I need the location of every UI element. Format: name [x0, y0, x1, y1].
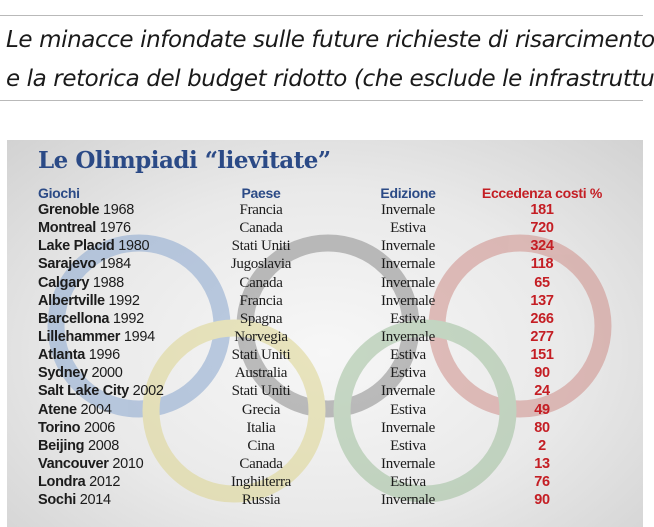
games-cell: Beijing 2008 — [38, 437, 120, 454]
games-cell: Sochi 2014 — [38, 492, 111, 509]
table-row: Londra 2012 Inghilterra Estiva 76 — [7, 474, 643, 492]
excess-cell: 324 — [530, 238, 554, 255]
table-row: Sydney 2000 Australia Estiva 90 — [7, 365, 643, 383]
excess-cell: 151 — [530, 347, 554, 364]
country-cell: Russia — [241, 492, 281, 509]
games-cell: Sydney 2000 — [38, 365, 123, 382]
olympics-table-body: Grenoble 1968 Francia Invernale 181 Montrea… — [7, 202, 643, 510]
excess-cell: 90 — [534, 365, 550, 382]
games-cell: Torino 2006 — [38, 419, 116, 436]
edition-cell: Estiva — [390, 365, 426, 382]
country-cell: Inghilterra — [230, 474, 292, 491]
table-row: Beijing 2008 Cina Estiva 2 — [7, 438, 643, 456]
edition-cell: Invernale — [381, 455, 435, 472]
country-cell: Norvegia — [234, 328, 288, 345]
games-cell: Sarajevo 1984 — [38, 256, 131, 273]
excess-cell: 13 — [534, 455, 550, 472]
country-cell: Australia — [234, 365, 288, 382]
green-ring — [333, 319, 517, 503]
games-cell: Grenoble 1968 — [38, 202, 135, 218]
excess-cell: 80 — [534, 419, 550, 436]
headline-line-1: Le minacce infondate sulle future richie… — [6, 27, 654, 53]
yellow-ring — [142, 319, 326, 503]
country-cell: Italia — [246, 419, 276, 436]
table-row: Barcellona 1992 Spagna Estiva 266 — [7, 311, 643, 329]
country-cell: Stati Uniti — [231, 383, 291, 400]
games-cell: Atene 2004 — [38, 401, 112, 418]
edition-cell: Invernale — [381, 238, 435, 255]
table-row: Torino 2006 Italia Invernale 80 — [7, 420, 643, 438]
table-row: Sochi 2014 Russia Invernale 90 — [7, 492, 643, 510]
excess-cell: 2 — [538, 437, 546, 454]
edition-cell: Estiva — [390, 310, 426, 327]
excess-cell: 90 — [534, 492, 550, 509]
games-cell: Atlanta 1996 — [38, 347, 120, 364]
country-cell: Canada — [239, 220, 283, 237]
top-rule — [0, 15, 643, 16]
table-row: Grenoble 1968 Francia Invernale 181 — [7, 202, 643, 220]
edition-cell: Invernale — [381, 202, 435, 218]
header-excess: Eccedenza costi % — [481, 185, 603, 201]
excess-cell: 181 — [530, 202, 554, 218]
games-cell: Salt Lake City 2002 — [38, 383, 164, 400]
table-row: Calgary 1988 Canada Invernale 65 — [7, 275, 643, 293]
edition-cell: Invernale — [381, 419, 435, 436]
country-cell: Stati Uniti — [231, 347, 291, 364]
country-cell: Spagna — [239, 310, 283, 327]
games-cell: Vancouver 2010 — [38, 455, 144, 472]
country-cell: Canada — [239, 455, 283, 472]
headline-line-2: e la retorica del budget ridotto (che es… — [6, 66, 654, 92]
excess-cell: 118 — [530, 256, 554, 273]
olympic-rings-icon — [47, 234, 612, 503]
excess-cell: 277 — [530, 328, 554, 345]
edition-cell: Estiva — [390, 437, 426, 454]
country-cell: Jugoslavia — [230, 256, 292, 273]
edition-cell: Invernale — [381, 383, 435, 400]
country-cell: Grecia — [241, 401, 281, 418]
table-row: Atlanta 1996 Stati Uniti Estiva 151 — [7, 347, 643, 365]
excess-cell: 720 — [530, 220, 554, 237]
table-row: Vancouver 2010 Canada Invernale 13 — [7, 456, 643, 474]
table-row: Lillehammer 1994 Norvegia Invernale 277 — [7, 329, 643, 347]
edition-cell: Invernale — [381, 256, 435, 273]
country-cell: Cina — [247, 437, 275, 454]
header-games: Giochi — [38, 185, 80, 201]
games-cell: Montreal 1976 — [38, 220, 131, 237]
games-cell: Lillehammer 1994 — [38, 328, 155, 345]
bottom-rule — [0, 100, 643, 101]
table-row: Albertville 1992 Francia Invernale 137 — [7, 293, 643, 311]
olympics-cost-table-panel: Le Olimpiadi “lievitate” Giochi Paese Ed… — [7, 140, 643, 527]
excess-cell: 65 — [534, 274, 550, 291]
games-cell: Albertville 1992 — [38, 292, 140, 309]
edition-cell: Estiva — [390, 401, 426, 418]
table-title: Le Olimpiadi “lievitate” — [38, 147, 331, 174]
country-cell: Francia — [239, 202, 283, 218]
edition-cell: Invernale — [381, 328, 435, 345]
edition-cell: Estiva — [390, 474, 426, 491]
games-cell: Londra 2012 — [38, 474, 121, 491]
table-row: Montreal 1976 Canada Estiva 720 — [7, 220, 643, 238]
games-cell: Barcellona 1992 — [38, 310, 144, 327]
excess-cell: 24 — [534, 383, 550, 400]
header-edition: Edizione — [380, 185, 436, 201]
games-cell: Lake Placid 1980 — [38, 238, 150, 255]
table-row: Sarajevo 1984 Jugoslavia Invernale 118 — [7, 256, 643, 274]
edition-cell: Invernale — [381, 274, 435, 291]
table-row: Atene 2004 Grecia Estiva 49 — [7, 402, 643, 420]
edition-cell: Estiva — [390, 220, 426, 237]
country-cell: Stati Uniti — [231, 238, 291, 255]
excess-cell: 49 — [534, 401, 550, 418]
table-row: Lake Placid 1980 Stati Uniti Invernale 324 — [7, 238, 643, 256]
games-cell: Calgary 1988 — [38, 274, 124, 291]
excess-cell: 266 — [530, 310, 554, 327]
excess-cell: 76 — [534, 474, 550, 491]
table-row: Salt Lake City 2002 Stati Uniti Invernale 2… — [7, 383, 643, 401]
country-cell: Francia — [239, 292, 283, 309]
edition-cell: Invernale — [381, 292, 435, 309]
edition-cell: Estiva — [390, 347, 426, 364]
country-cell: Canada — [239, 274, 283, 291]
excess-cell: 137 — [530, 292, 554, 309]
edition-cell: Invernale — [381, 492, 435, 509]
header-country: Paese — [241, 185, 281, 201]
